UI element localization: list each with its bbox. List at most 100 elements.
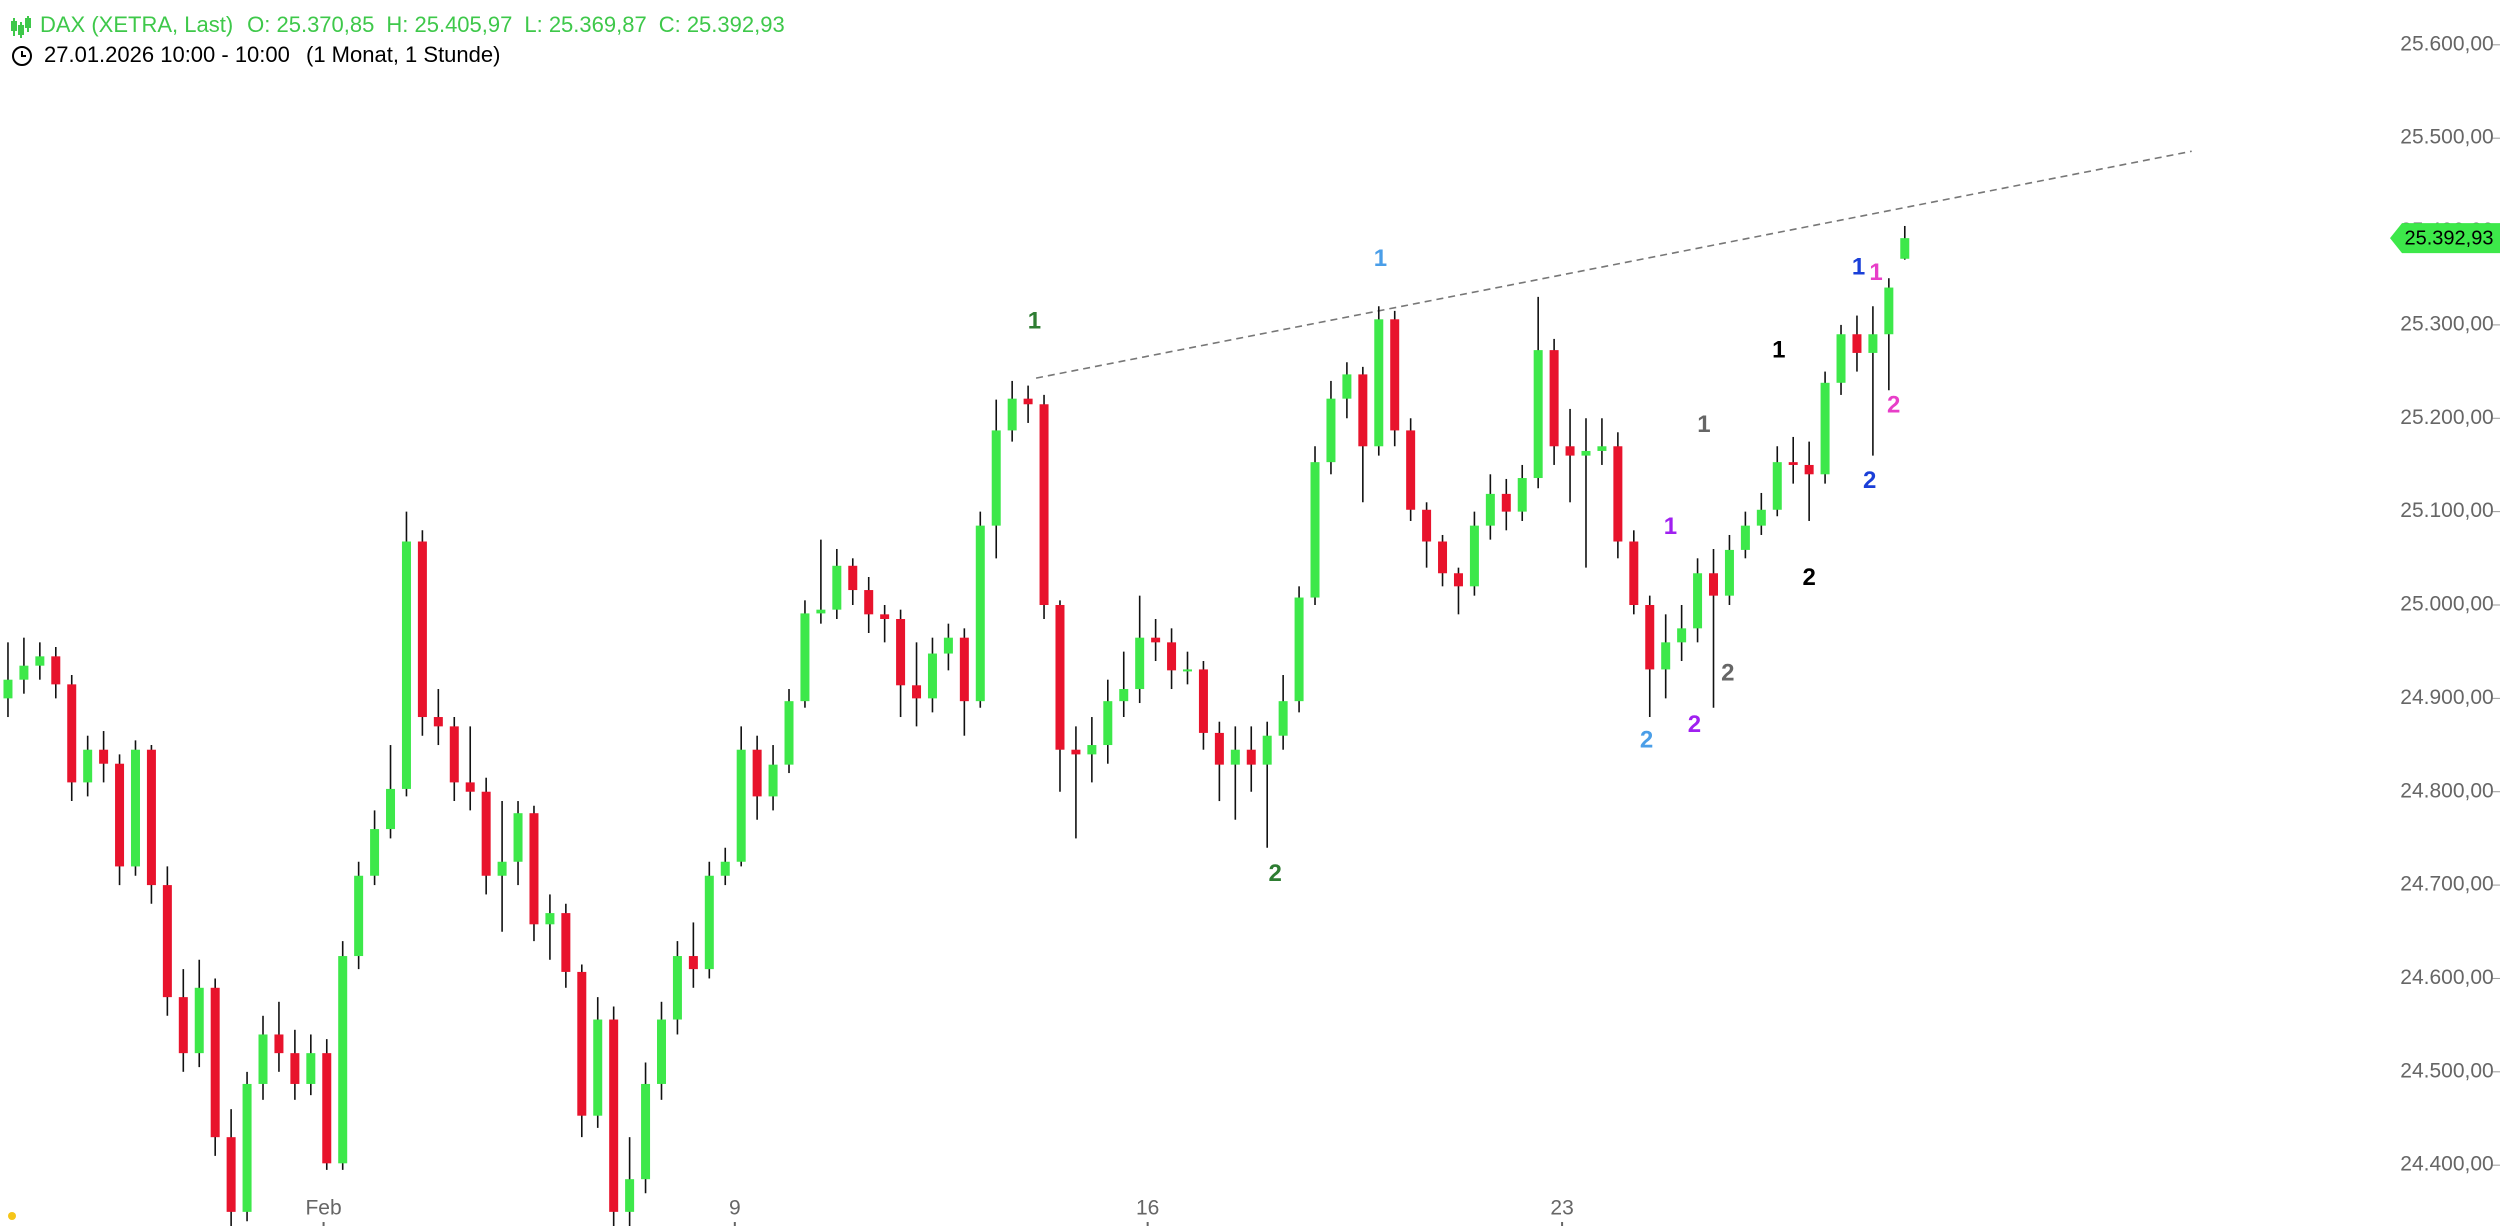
chart-subtitle: 27.01.2026 10:00 - 10:00 [44,42,290,67]
candle-body [226,1137,236,1212]
y-tick-label: 24.400,00 [2400,1153,2493,1176]
wave-label: 1 [1869,259,1882,286]
candle-body [481,791,491,876]
candle-body [1693,573,1703,629]
candle-body [1788,462,1798,465]
candle-body [1294,597,1304,702]
candle-body [19,665,29,680]
candle-body [417,541,427,718]
trendline [1035,150,2192,379]
candle-body [99,749,109,764]
candle-body [51,656,61,685]
candle-body [1214,732,1224,765]
y-tick-label: 25.500,00 [2400,126,2493,149]
candle-body [1374,319,1384,447]
candle-body [1406,430,1416,510]
candle-body [1533,350,1543,479]
candle-body [593,1019,603,1116]
candle-body [115,763,125,867]
candle-body [1167,642,1177,671]
clock-icon [12,46,32,66]
candle-body [1023,398,1033,405]
candle-body [210,987,220,1138]
y-tick-label: 24.900,00 [2400,686,2493,709]
y-tick-label: 25.100,00 [2400,499,2493,522]
candle-body [864,590,874,615]
candle-body [720,861,730,876]
candle-body [83,749,93,783]
candle-body [1151,637,1161,643]
candle-body [577,971,587,1116]
candle-body [896,619,906,686]
candle-body [975,525,985,702]
y-tick-label: 25.600,00 [2400,32,2493,55]
y-tick-label: 25.300,00 [2400,312,2493,335]
candle-body [1087,745,1097,755]
candle-body [242,1083,252,1212]
candle-body [1820,382,1830,475]
candle-body [1055,604,1065,750]
candle-body [386,788,396,830]
chart-icon [11,16,31,38]
candle-body [1804,464,1814,475]
candle-body [178,997,188,1054]
candle-body [146,749,156,886]
candle-body [848,565,858,591]
chart-interval: (1 Monat, 1 Stunde) [306,42,500,67]
candle-body [322,1053,332,1164]
candle-body [1900,238,1910,259]
candle-body [290,1053,300,1084]
candle-body [832,565,842,610]
candle-body [943,637,953,654]
candle-body [1501,493,1511,512]
candle-body [688,956,698,970]
candle-body [561,913,571,972]
candle-body [1836,334,1846,383]
wave-label: 2 [1688,711,1701,738]
candle-body [1597,446,1607,451]
candle-body [1565,446,1575,456]
candle-body [1119,689,1129,702]
wave-label: 2 [1887,391,1900,418]
candle-body [912,685,922,699]
candle-body [258,1034,268,1084]
candle-body [1661,642,1671,670]
quote-value: O: 25.370,85 [247,12,374,37]
candle-body [1007,398,1017,431]
candle-body [1613,446,1623,542]
quote-value: H: 25.405,97 [386,12,512,37]
chart-title: DAX (XETRA, Last) [40,12,233,37]
candle-body [1326,398,1336,463]
wave-label: 1 [1852,253,1865,280]
candle-body [1246,749,1256,765]
candle-body [497,861,507,876]
y-tick-label: 25.200,00 [2400,406,2493,429]
candle-body [162,885,172,998]
y-tick-label: 24.500,00 [2400,1059,2493,1082]
wave-label: 2 [1721,659,1734,686]
candle-body [800,613,810,702]
candle-body [1422,509,1432,542]
x-tick-label: 16 [1136,1197,1159,1220]
candle-body [1756,509,1766,526]
candle-body [1709,573,1719,596]
last-price-tag [2390,223,2500,254]
candle-body [3,679,13,699]
candle-body [370,829,380,876]
candle-body [672,956,682,1020]
candle-body [1278,701,1288,736]
y-tick-label: 24.800,00 [2400,779,2493,802]
candle-body [1071,749,1081,755]
candle-body [991,430,1001,526]
candle-body [1724,549,1734,596]
x-tick-label: 9 [729,1197,741,1220]
candle-body [67,684,77,783]
y-tick-label: 24.700,00 [2400,873,2493,896]
wave-label: 1 [1697,411,1710,438]
candle-body [609,1019,619,1212]
candle-body [1183,669,1192,672]
candle-body [1852,334,1862,353]
candle-body [35,656,45,666]
header: DAX (XETRA, Last) O: 25.370,85 H: 25.405,… [11,12,785,67]
